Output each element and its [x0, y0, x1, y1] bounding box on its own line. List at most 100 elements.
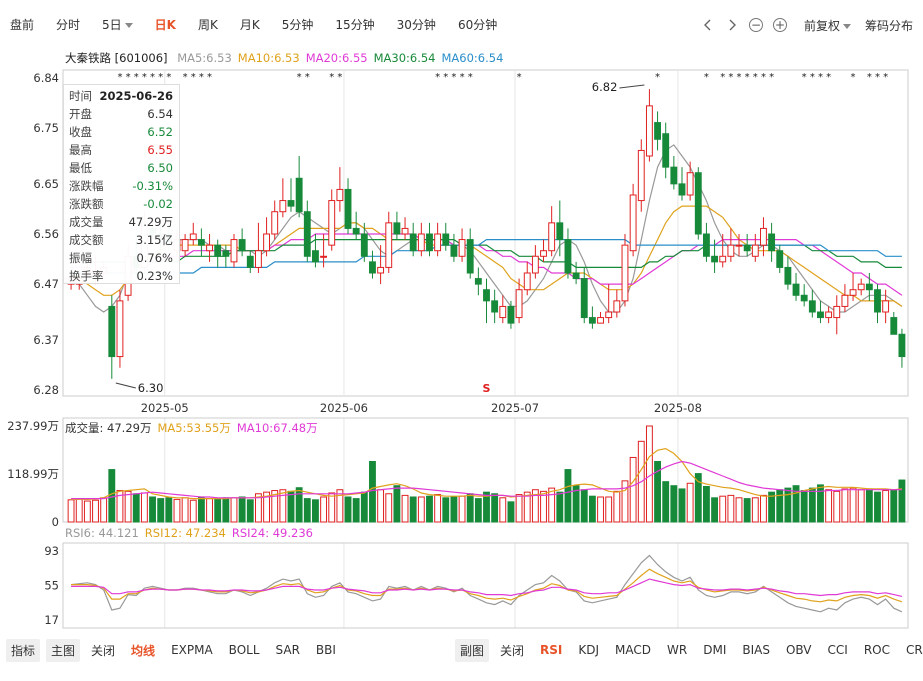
zoom-in-icon[interactable]: +: [772, 18, 787, 32]
sub-indicator-button-2[interactable]: RSI: [540, 643, 563, 657]
event-marker[interactable]: *: [297, 72, 302, 83]
price-adjust-dropdown[interactable]: 前复权: [804, 17, 851, 34]
sub-indicator-button-3[interactable]: KDJ: [578, 643, 600, 657]
tab-period-4[interactable]: 周K: [198, 14, 218, 36]
event-marker[interactable]: *: [329, 72, 334, 83]
event-marker[interactable]: *: [737, 72, 742, 83]
event-marker[interactable]: *: [337, 72, 342, 83]
chevron-left-icon[interactable]: [698, 14, 718, 36]
low-price-label: 6.30: [138, 381, 164, 395]
main-indicator-button-7[interactable]: BBI: [315, 643, 336, 657]
kline-chart[interactable]: * * * * * * * * * * * * * * * * * * * * * * * * * * * * * * * * * * * * * *6.…: [0, 0, 923, 637]
event-marker[interactable]: *: [435, 72, 440, 83]
volume-bar: [442, 497, 450, 523]
event-marker[interactable]: *: [875, 72, 880, 83]
event-marker[interactable]: *: [207, 72, 212, 83]
tab-period-6[interactable]: 5分钟: [282, 14, 314, 36]
sub-indicator-group: 副图 关闭 RSI KDJ MACD WR DMI BIAS OBV CCI ROC CR: [455, 637, 923, 663]
sub-indicator-button-7[interactable]: BIAS: [742, 643, 770, 657]
event-marker[interactable]: *: [728, 72, 733, 83]
event-marker[interactable]: *: [802, 72, 807, 83]
event-marker[interactable]: *: [191, 72, 196, 83]
event-marker[interactable]: *: [150, 72, 155, 83]
tab-period-8[interactable]: 30分钟: [397, 14, 436, 36]
tab-period-2[interactable]: 5日: [102, 14, 133, 36]
tab-period-0[interactable]: 盘前: [10, 14, 34, 36]
event-marker[interactable]: *: [883, 72, 888, 83]
event-marker[interactable]: *: [305, 72, 310, 83]
signal-marker-icon[interactable]: S: [483, 382, 491, 395]
price-tooltip: 时间 2025-06-26 开盘 6.54 收盘 6.52 最高 6.55 最低 6.50 涨跌幅 -…: [63, 84, 180, 284]
main-indicator-button-6[interactable]: SAR: [275, 643, 300, 657]
volume-bar: [784, 487, 792, 523]
main-indicator-button-2[interactable]: 关闭: [91, 643, 116, 658]
event-marker[interactable]: *: [468, 72, 473, 83]
chevron-right-icon[interactable]: [722, 14, 742, 36]
candle-down-body: [792, 283, 800, 296]
event-marker[interactable]: *: [655, 72, 660, 83]
tooltip-value: -0.31%: [132, 179, 173, 193]
sub-indicator-button-0[interactable]: 副图: [455, 638, 490, 662]
event-marker[interactable]: *: [720, 72, 725, 83]
event-marker[interactable]: *: [745, 72, 750, 83]
volume-bar: [800, 490, 808, 523]
event-marker[interactable]: *: [761, 72, 766, 83]
tab-period-9[interactable]: 60分钟: [458, 14, 497, 36]
volume-legend-item-1: MA5:53.55万: [157, 421, 231, 435]
sub-indicator-button-5[interactable]: WR: [667, 643, 688, 657]
sub-indicator-button-11[interactable]: CR: [905, 643, 923, 657]
event-marker[interactable]: *: [826, 72, 831, 83]
event-marker[interactable]: *: [199, 72, 204, 83]
event-marker[interactable]: *: [753, 72, 758, 83]
zoom-out-icon[interactable]: −: [748, 18, 763, 32]
tab-period-5[interactable]: 月K: [240, 14, 260, 36]
tab-period-3[interactable]: 日K: [155, 14, 176, 36]
volume-bar: [238, 496, 246, 523]
sub-indicator-button-9[interactable]: CCI: [827, 643, 848, 657]
event-marker[interactable]: *: [818, 72, 823, 83]
candle: [857, 278, 865, 296]
candle-up-body: [857, 283, 865, 291]
sub-indicator-button-1[interactable]: 关闭: [500, 643, 525, 658]
event-marker[interactable]: *: [443, 72, 448, 83]
tooltip-row: 振幅 0.76%: [69, 249, 173, 267]
main-indicator-button-4[interactable]: EXPMA: [171, 643, 213, 657]
event-marker[interactable]: *: [134, 72, 139, 83]
tab-period-7[interactable]: 15分钟: [335, 14, 374, 36]
event-marker[interactable]: *: [769, 72, 774, 83]
candle: [189, 222, 197, 246]
volume-bar: [450, 496, 458, 523]
event-marker[interactable]: *: [867, 72, 872, 83]
event-marker[interactable]: *: [183, 72, 188, 83]
candle: [588, 306, 596, 329]
candle-up-body: [719, 255, 727, 263]
main-indicator-button-1[interactable]: 主图: [46, 638, 81, 662]
volume-bar: [768, 491, 776, 523]
event-marker[interactable]: *: [126, 72, 131, 83]
event-marker[interactable]: *: [158, 72, 163, 83]
chip-distribution-button[interactable]: 筹码分布: [864, 18, 913, 33]
volume-bar: [523, 491, 531, 523]
sub-indicator-button-4[interactable]: MACD: [615, 643, 652, 657]
event-marker[interactable]: *: [451, 72, 456, 83]
event-marker[interactable]: *: [517, 72, 522, 83]
event-marker[interactable]: *: [142, 72, 147, 83]
candle-up-body: [735, 244, 743, 247]
sub-indicator-button-6[interactable]: DMI: [703, 643, 727, 657]
event-marker[interactable]: *: [460, 72, 465, 83]
tab-period-1[interactable]: 分时: [56, 14, 80, 36]
sub-indicator-button-10[interactable]: ROC: [863, 643, 890, 657]
main-indicator-button-5[interactable]: BOLL: [228, 643, 260, 657]
candle-up-body: [385, 222, 393, 268]
candle-up-body: [621, 244, 629, 302]
event-marker[interactable]: *: [704, 72, 709, 83]
event-marker[interactable]: *: [810, 72, 815, 83]
main-indicator-button-0[interactable]: 指标: [6, 638, 41, 662]
rsi-legend-item-0: RSI6: 44.121: [65, 526, 139, 540]
event-marker[interactable]: *: [851, 72, 856, 83]
volume-bar: [149, 496, 156, 523]
main-indicator-button-3[interactable]: 均线: [131, 643, 156, 658]
event-marker[interactable]: *: [166, 72, 171, 83]
sub-indicator-button-8[interactable]: OBV: [785, 643, 812, 657]
event-marker[interactable]: *: [117, 72, 122, 83]
